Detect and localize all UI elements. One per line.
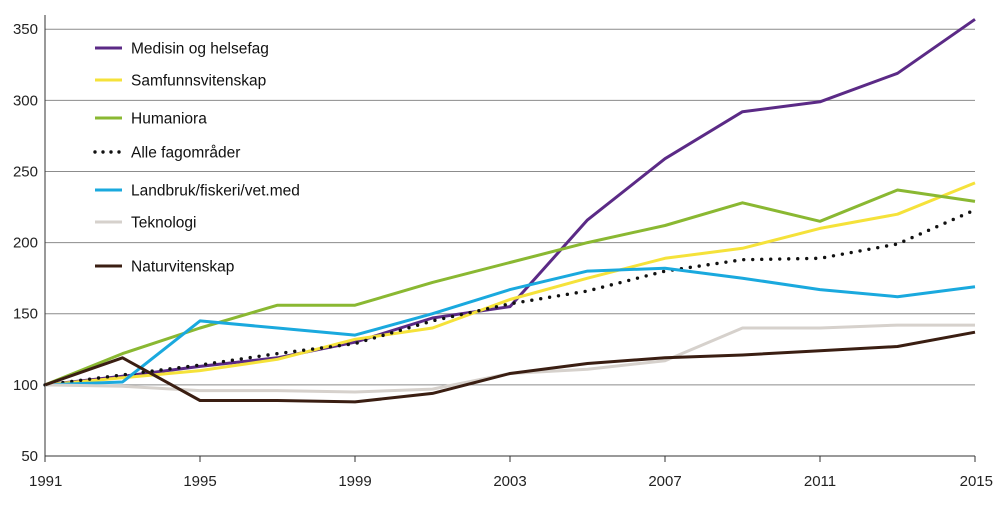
series-lines [43, 18, 977, 404]
series-line-5 [44, 323, 975, 394]
legend-label: Alle fagområder [131, 145, 240, 162]
y-tick-label: 100 [13, 377, 38, 394]
series-line-1 [44, 181, 976, 387]
series-line-6 [44, 330, 976, 404]
y-tick-label: 250 [13, 163, 38, 180]
series-line-3 [43, 208, 977, 387]
x-tick-label: 1995 [183, 473, 216, 490]
y-tick-label: 150 [13, 306, 38, 323]
x-tick-label: 2007 [648, 473, 681, 490]
y-tick-label: 350 [13, 21, 38, 38]
legend: Medisin og helsefag Samfunnsvitenskap Huma… [93, 41, 300, 276]
axes: 50 100 150 200 250 300 350 1991 1995 1999 2003 2007… [13, 15, 993, 490]
legend-label: Landbruk/fiskeri/vet.med [131, 183, 300, 200]
series-line-2 [44, 188, 976, 387]
legend-label: Samfunnsvitenskap [131, 73, 266, 90]
x-tick-label: 2015 [960, 473, 993, 490]
series-line-4 [44, 266, 976, 387]
y-tick-label: 50 [21, 448, 38, 465]
gridlines [45, 28, 975, 386]
x-tick-label: 2011 [804, 473, 836, 490]
legend-label: Naturvitenskap [131, 259, 234, 276]
y-tick-label: 200 [13, 235, 38, 252]
x-tick-label: 1999 [338, 473, 371, 490]
series-line-0 [44, 18, 976, 387]
y-tick-label: 300 [13, 92, 38, 109]
legend-label: Teknologi [131, 215, 197, 232]
legend-label: Humaniora [131, 111, 207, 128]
x-tick-label: 1991 [29, 473, 62, 490]
legend-label: Medisin og helsefag [131, 41, 269, 58]
x-tick-label: 2003 [493, 473, 526, 490]
